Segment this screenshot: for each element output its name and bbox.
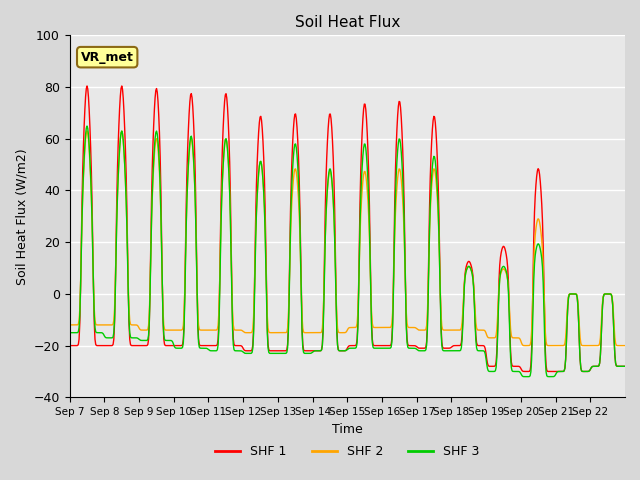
SHF 1 [132,343,140,348]
SHF 2 [261,228,269,233]
SHF 2 [522,343,530,348]
SHF 1 [436,293,444,299]
X-axis label: Time: Time [332,422,363,436]
SHF 3 [405,345,413,351]
Line: SHF 1: SHF 1 [70,86,625,372]
SHF 3 [66,330,74,336]
SHF 1 [621,363,629,369]
SHF 3 [234,348,241,354]
SHF 3 [83,123,91,129]
Line: SHF 3: SHF 3 [70,126,625,377]
SHF 3 [522,374,530,380]
SHF 3 [436,302,444,308]
SHF 2 [83,128,91,134]
SHF 1 [83,83,91,89]
Text: VR_met: VR_met [81,51,134,64]
SHF 2 [66,322,74,328]
SHF 1 [261,206,269,212]
SHF 2 [234,327,241,333]
SHF 2 [621,343,629,348]
SHF 1 [282,348,290,353]
SHF 1 [66,343,74,348]
Legend: SHF 1, SHF 2, SHF 3: SHF 1, SHF 2, SHF 3 [211,441,484,464]
SHF 2 [282,330,290,336]
SHF 2 [436,291,444,297]
SHF 1 [522,369,530,374]
SHF 2 [405,324,413,330]
Title: Soil Heat Flux: Soil Heat Flux [294,15,400,30]
SHF 3 [621,363,629,369]
SHF 3 [282,350,290,356]
SHF 3 [132,335,140,341]
Y-axis label: Soil Heat Flux (W/m2): Soil Heat Flux (W/m2) [15,148,28,285]
Line: SHF 2: SHF 2 [70,131,625,346]
SHF 3 [261,230,269,236]
SHF 2 [132,322,140,328]
SHF 1 [405,343,413,348]
SHF 1 [234,343,241,348]
